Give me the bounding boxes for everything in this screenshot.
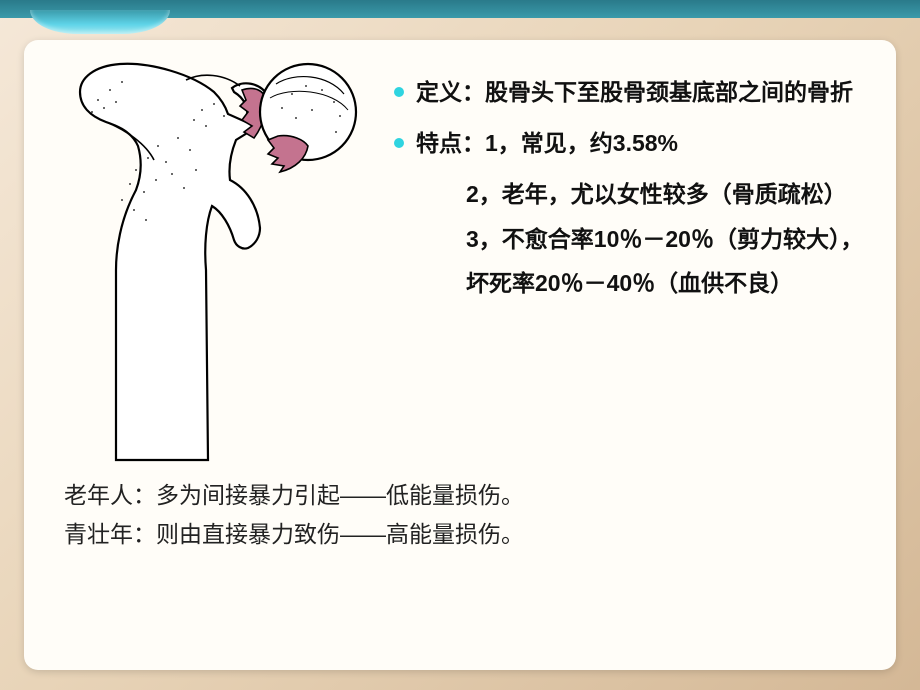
bottom-notes: 老年人：多为间接暴力引起——低能量损伤。 青壮年：则由直接暴力致伤——高能量损伤… — [46, 476, 874, 554]
bottom-line-2: 青壮年：则由直接暴力致伤——高能量损伤。 — [64, 515, 874, 554]
femur-figure — [46, 50, 376, 470]
bullet-icon — [394, 87, 404, 97]
content-row: 定义：股骨头下至股骨颈基底部之间的骨折 特点：1，常见，约3.58% 2，老年，… — [46, 50, 874, 470]
feature-point-3: 3，不愈合率10％－20％（剪力较大），坏死率20％－40％（血供不良） — [394, 217, 874, 307]
slide-top-curve — [30, 10, 170, 34]
bullet-icon — [394, 138, 404, 148]
body-text: 定义：股骨头下至股骨颈基底部之间的骨折 特点：1，常见，约3.58% 2，老年，… — [394, 50, 874, 306]
definition-head: 定义： — [416, 79, 485, 105]
feature-point-1: 1，常见，约3.58% — [485, 130, 678, 156]
feature-point-2: 2，老年，尤以女性较多（骨质疏松） — [394, 172, 874, 217]
slide-card: 定义：股骨头下至股骨颈基底部之间的骨折 特点：1，常见，约3.58% 2，老年，… — [24, 40, 896, 670]
bullet-definition: 定义：股骨头下至股骨颈基底部之间的骨折 — [394, 70, 874, 115]
features-head: 特点： — [416, 130, 485, 156]
bullet-features: 特点：1，常见，约3.58% — [394, 121, 874, 166]
definition-body: 股骨头下至股骨颈基底部之间的骨折 — [485, 79, 853, 105]
bottom-line-1: 老年人：多为间接暴力引起——低能量损伤。 — [64, 476, 874, 515]
